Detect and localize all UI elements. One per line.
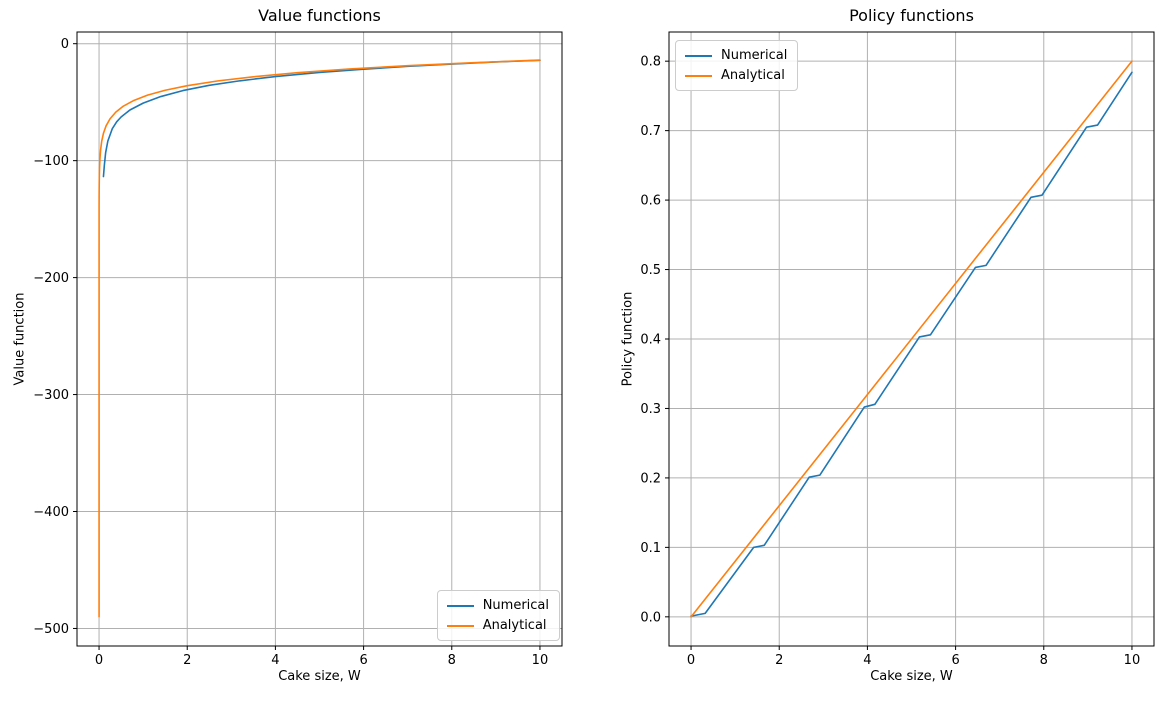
value-chart-ylabel: Value function bbox=[12, 292, 28, 386]
x-tick-label: 8 bbox=[448, 653, 456, 668]
y-tick-label: −300 bbox=[33, 388, 69, 403]
y-tick-label: −200 bbox=[33, 271, 69, 286]
x-tick-label: 4 bbox=[863, 653, 871, 668]
policy-chart-legend: Numerical Analytical bbox=[675, 40, 799, 91]
y-tick-label: 0.5 bbox=[640, 263, 661, 278]
analytical-line-swatch bbox=[446, 624, 474, 627]
x-tick-label: 6 bbox=[951, 653, 959, 668]
y-tick-label: 0.4 bbox=[640, 333, 661, 348]
policy-chart-ylabel: Policy function bbox=[620, 291, 636, 387]
y-tick-label: 0.2 bbox=[640, 471, 661, 486]
x-tick-label: 4 bbox=[271, 653, 279, 668]
tick-labels: 0 2 4 6 8 10 0 −100 −200 −300 −400 −500 bbox=[33, 37, 548, 668]
legend-label: Analytical bbox=[482, 618, 547, 633]
x-tick-label: 8 bbox=[1040, 653, 1048, 668]
x-tick-label: 6 bbox=[359, 653, 367, 668]
legend-item: Numerical bbox=[446, 598, 549, 613]
x-tick-label: 2 bbox=[775, 653, 783, 668]
legend-item: Numerical bbox=[685, 48, 787, 63]
axes-spines bbox=[76, 31, 563, 647]
line-analytical bbox=[690, 60, 1133, 618]
y-tick-label: 0.8 bbox=[640, 55, 661, 70]
grid bbox=[669, 32, 1154, 646]
legend-item: Analytical bbox=[685, 68, 787, 83]
policy-chart-title: Policy functions bbox=[849, 6, 974, 25]
grid bbox=[77, 32, 562, 646]
y-tick-label: 0.0 bbox=[640, 610, 661, 625]
value-chart-xlabel: Cake size, W bbox=[278, 669, 361, 684]
x-tick-label: 10 bbox=[1124, 653, 1141, 668]
numerical-line-swatch bbox=[685, 54, 712, 57]
y-tick-label: 0.1 bbox=[640, 541, 661, 556]
legend-label: Numerical bbox=[482, 598, 549, 613]
y-tick-label: −100 bbox=[33, 154, 69, 169]
y-tick-label: 0.7 bbox=[640, 124, 661, 139]
legend-label: Numerical bbox=[721, 48, 788, 63]
y-tick-label: −400 bbox=[33, 505, 69, 520]
legend-label: Analytical bbox=[721, 68, 785, 83]
plot-area bbox=[77, 32, 562, 646]
tick-marks bbox=[73, 43, 541, 650]
tick-marks bbox=[665, 60, 1133, 650]
x-tick-label: 10 bbox=[532, 653, 549, 668]
y-tick-label: −500 bbox=[33, 622, 69, 637]
value-chart-legend: Numerical Analytical bbox=[436, 590, 560, 641]
x-tick-label: 0 bbox=[687, 653, 695, 668]
legend-item: Analytical bbox=[446, 618, 549, 633]
x-tick-label: 0 bbox=[95, 653, 103, 668]
analytical-line-swatch bbox=[685, 74, 712, 77]
y-tick-label: 0.6 bbox=[640, 194, 661, 209]
y-tick-label: 0 bbox=[61, 37, 69, 52]
numerical-line-swatch bbox=[446, 604, 474, 607]
tick-labels: 0 2 4 6 8 10 0.0 0.1 0.2 0.3 0.4 0.5 0.6 0.7 0.8 bbox=[640, 55, 1140, 668]
line-numerical bbox=[690, 71, 1133, 617]
y-tick-label: 0.3 bbox=[640, 402, 661, 417]
policy-chart-xlabel: Cake size, W bbox=[870, 669, 953, 684]
line-analytical bbox=[98, 59, 541, 618]
x-tick-label: 2 bbox=[183, 653, 191, 668]
value-chart-title: Value functions bbox=[258, 6, 381, 25]
